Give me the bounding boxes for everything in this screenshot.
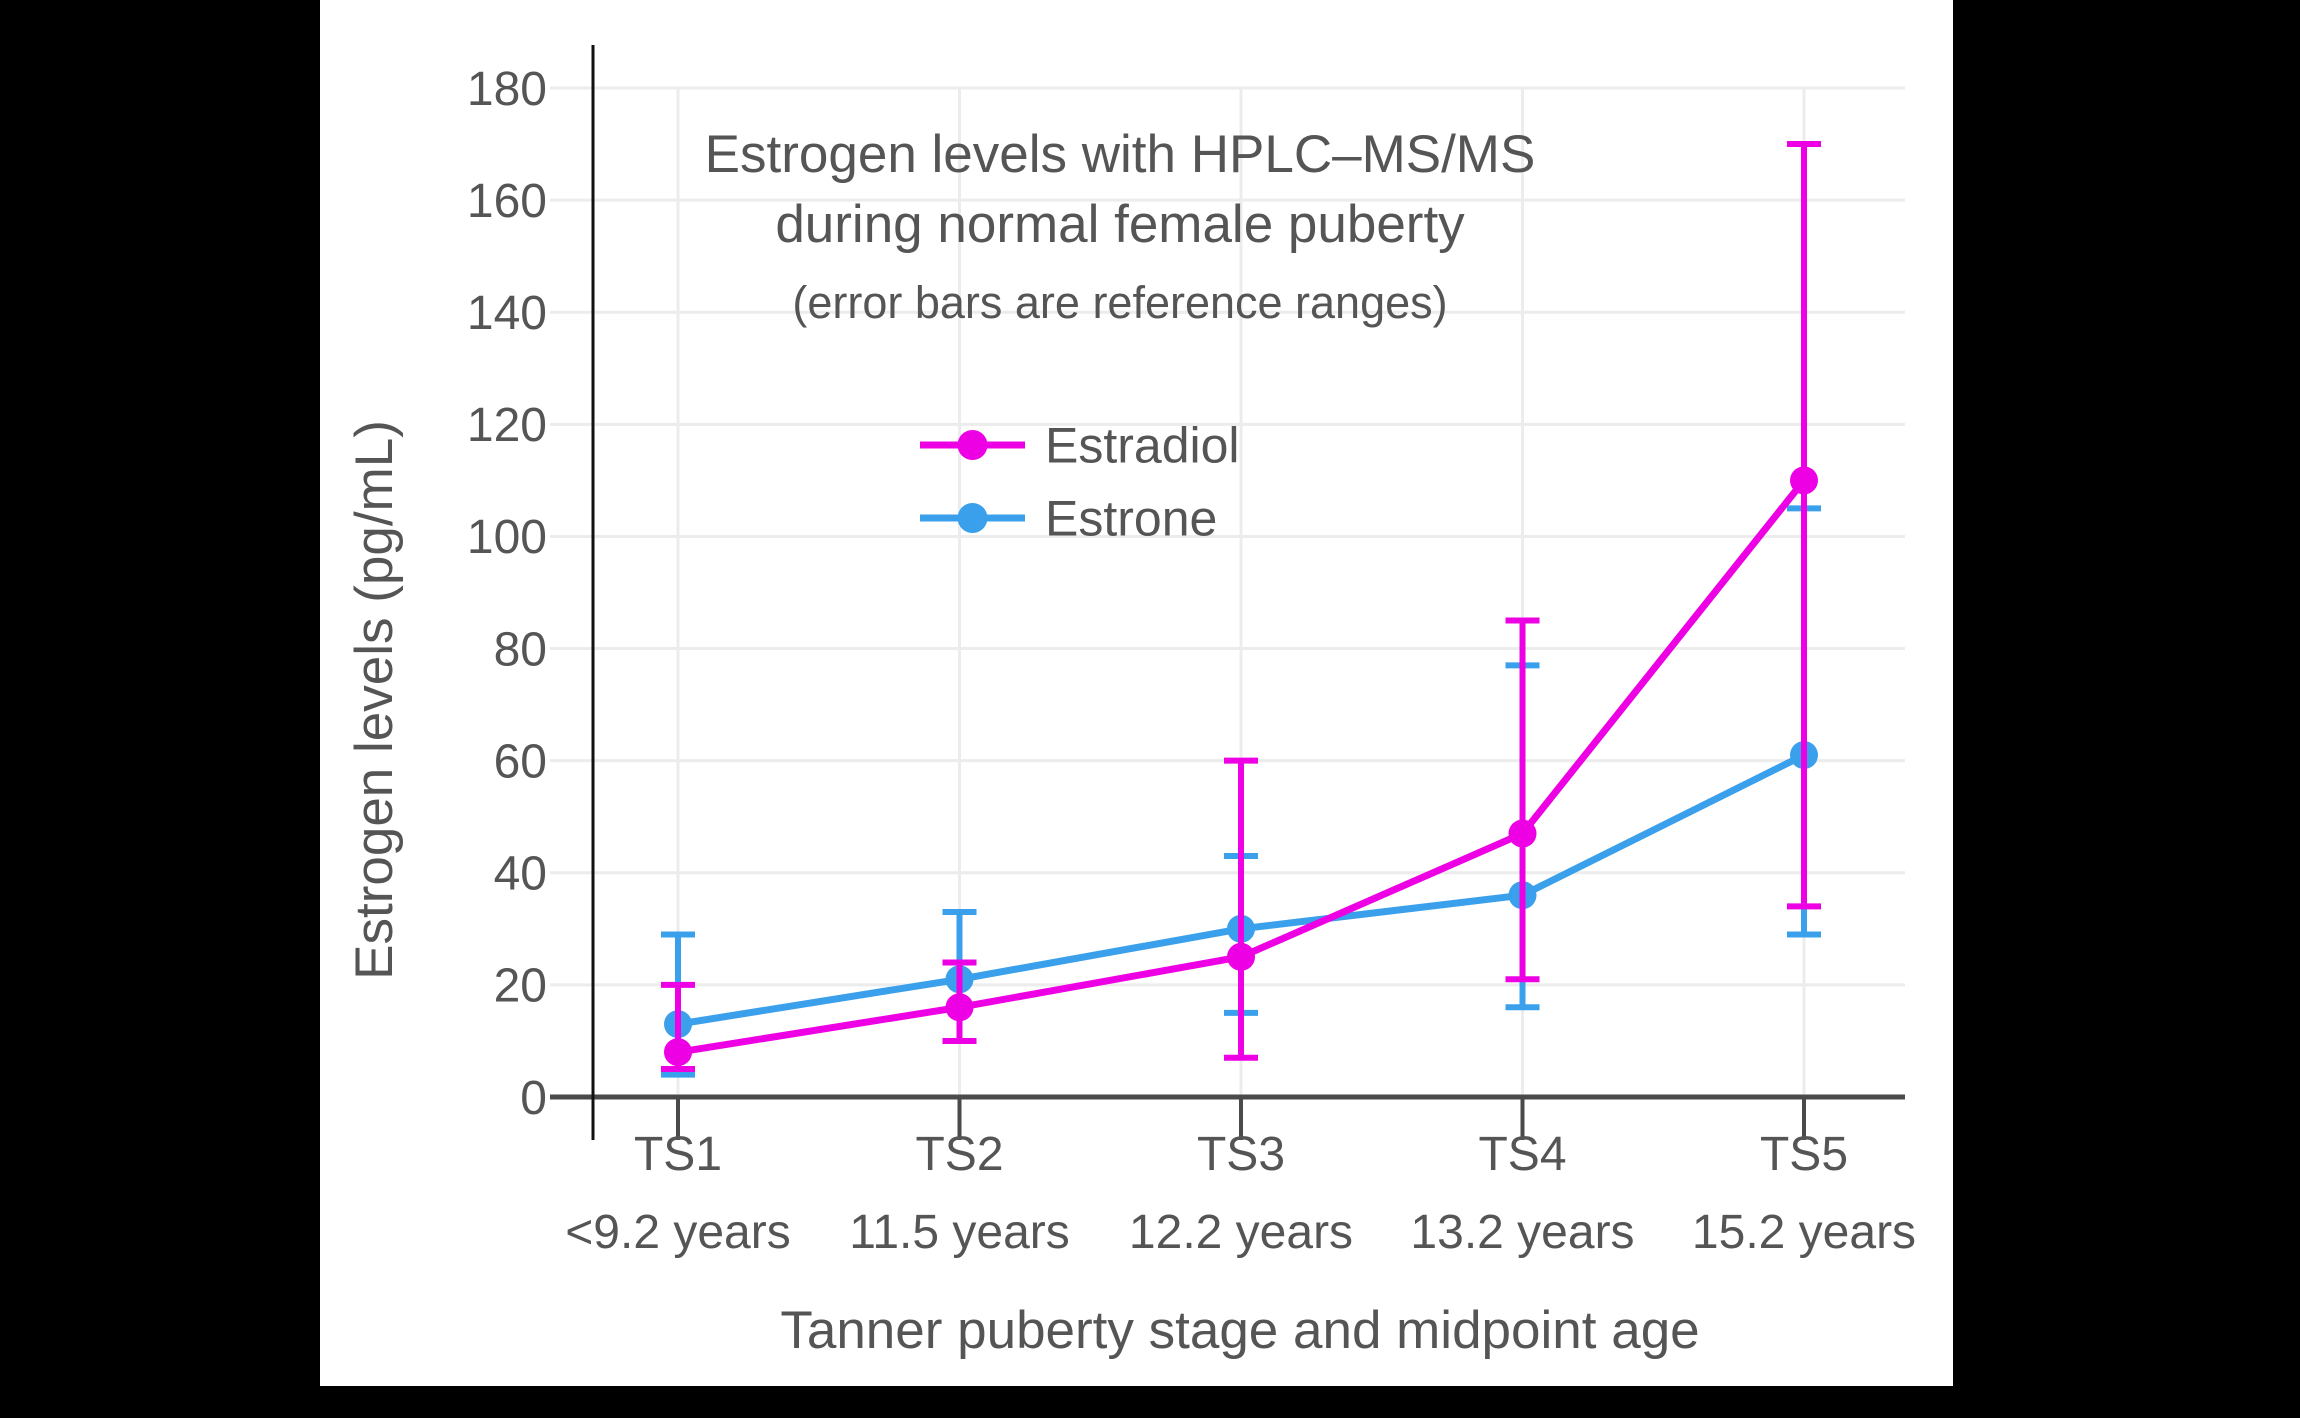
- x-tick-label-stage: TS4: [1478, 1128, 1566, 1181]
- y-tick-label: 160: [467, 175, 547, 228]
- y-tick-label: 20: [494, 960, 547, 1013]
- x-tick-label-age: 12.2 years: [1129, 1206, 1353, 1259]
- y-tick-label: 80: [494, 623, 547, 676]
- data-point-marker: [664, 1038, 692, 1067]
- legend-label: Estradiol: [1045, 418, 1240, 474]
- y-tick-label: 60: [494, 735, 547, 788]
- x-tick-label-age: 11.5 years: [849, 1206, 1070, 1259]
- y-axis-title: Estrogen levels (pg/mL): [345, 420, 404, 980]
- y-tick-label: 100: [467, 511, 547, 564]
- x-tick-label-stage: TS5: [1760, 1128, 1848, 1181]
- y-tick-label: 40: [494, 848, 547, 901]
- data-point-marker: [1508, 819, 1537, 848]
- legend-marker-dot: [957, 430, 988, 460]
- data-point-marker: [945, 993, 974, 1022]
- axes: [550, 45, 1905, 1140]
- y-tick-label: 180: [467, 63, 547, 116]
- x-tick-label-stage: TS2: [915, 1128, 1003, 1181]
- chart-subtitle: (error bars are reference ranges): [792, 277, 1447, 328]
- x-tick-label-stage: TS1: [634, 1128, 722, 1181]
- y-axis-tick-labels: 0 20 40 60 80 100 120 140 160 180: [467, 63, 547, 1125]
- x-tick-label-stage: TS3: [1197, 1128, 1285, 1181]
- chart-title-line1: Estrogen levels with HPLC–MS/MS: [705, 125, 1536, 184]
- data-point-marker: [1227, 942, 1255, 971]
- x-tick-label-age: <9.2 years: [565, 1206, 790, 1259]
- x-tick-label-age: 13.2 years: [1410, 1206, 1634, 1259]
- chart-title-line2: during normal female puberty: [775, 195, 1465, 254]
- data-series-layer: [661, 141, 1821, 1078]
- x-axis-title: Tanner puberty stage and midpoint age: [780, 1301, 1699, 1360]
- data-point-marker: [1790, 466, 1818, 495]
- legend-marker-dot: [957, 503, 988, 533]
- y-tick-label: 140: [467, 287, 547, 340]
- legend-item-estradiol: Estradiol: [920, 418, 1240, 474]
- x-tick-label-age: 15.2 years: [1692, 1206, 1916, 1259]
- x-axis-tick-labels: TS1 <9.2 years TS2 11.5 years TS3 12.2 years T…: [565, 1128, 1916, 1259]
- legend-item-estrone: Estrone: [920, 491, 1217, 547]
- legend-label: Estrone: [1045, 491, 1217, 547]
- chart-card: 0 20 40 60 80 100 120 140 160 180 TS1 <9.2 years TS…: [320, 0, 1953, 1386]
- chart-legend: Estradiol Estrone: [920, 418, 1240, 547]
- series-estradiol: [661, 141, 1821, 1072]
- y-tick-label: 120: [467, 399, 547, 452]
- y-tick-label: 0: [520, 1072, 547, 1125]
